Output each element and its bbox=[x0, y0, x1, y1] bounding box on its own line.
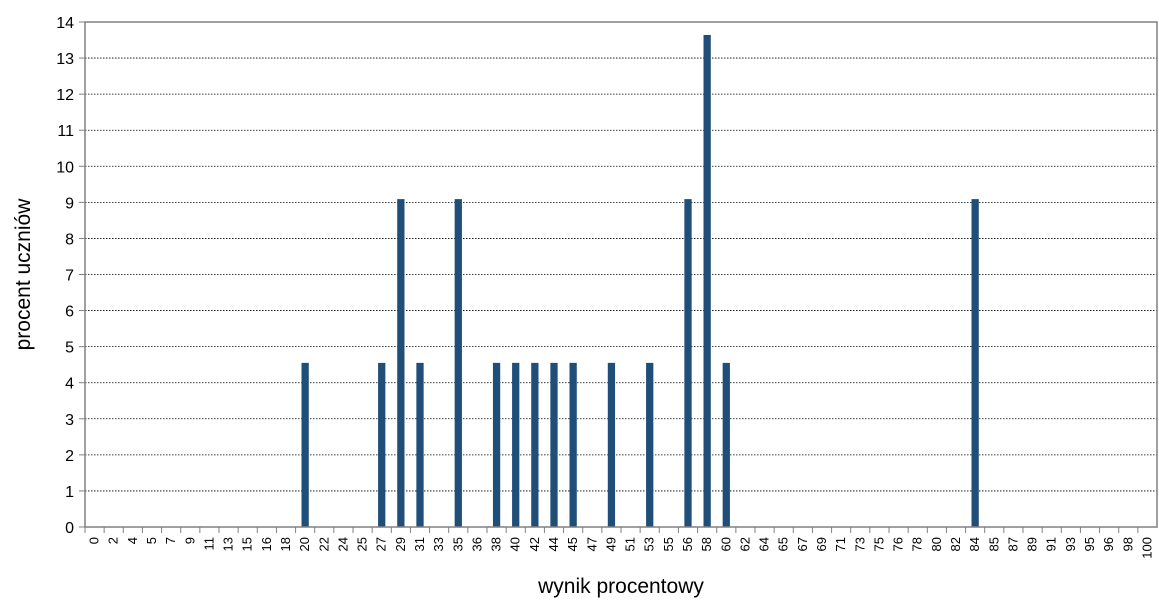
x-tick-label: 71 bbox=[833, 537, 848, 551]
x-tick-label: 51 bbox=[623, 537, 638, 551]
x-tick-label: 24 bbox=[335, 537, 350, 551]
y-tick-label: 13 bbox=[56, 51, 74, 68]
x-tick-label: 62 bbox=[737, 537, 752, 551]
bar-58 bbox=[703, 34, 711, 527]
x-tick-label: 56 bbox=[680, 537, 695, 551]
bar-44 bbox=[550, 362, 558, 527]
x-tick-label: 89 bbox=[1025, 537, 1040, 551]
x-tick-label: 40 bbox=[508, 537, 523, 551]
x-tick-label: 27 bbox=[374, 537, 389, 551]
bar-53 bbox=[646, 362, 654, 527]
x-tick-label: 16 bbox=[259, 537, 274, 551]
bar-31 bbox=[416, 362, 424, 527]
x-tick-label: 96 bbox=[1101, 537, 1116, 551]
grid-lines bbox=[85, 57, 1157, 492]
y-tick-label: 8 bbox=[65, 231, 74, 248]
y-tick-label: 4 bbox=[65, 376, 74, 393]
x-tick-label: 78 bbox=[910, 537, 925, 551]
y-tick-label: 11 bbox=[57, 123, 74, 140]
y-tick-label: 12 bbox=[56, 87, 74, 104]
bar-40 bbox=[512, 362, 520, 527]
x-tick-label: 60 bbox=[718, 537, 733, 551]
bar-42 bbox=[531, 362, 539, 527]
bar-29 bbox=[397, 199, 405, 527]
y-tick-label: 7 bbox=[65, 268, 74, 285]
x-tick-label: 9 bbox=[182, 537, 197, 544]
bars bbox=[301, 34, 979, 527]
x-tick-label: 5 bbox=[144, 537, 159, 544]
x-tick-label: 55 bbox=[661, 537, 676, 551]
x-tick-label: 0 bbox=[87, 537, 102, 544]
bar-38 bbox=[492, 362, 501, 527]
bar-20 bbox=[301, 362, 309, 527]
x-tick-label: 84 bbox=[967, 537, 982, 551]
x-tick-label: 15 bbox=[240, 537, 255, 551]
x-tick-label: 11 bbox=[201, 537, 216, 551]
x-tick-label: 85 bbox=[986, 537, 1001, 551]
x-tick-label: 44 bbox=[546, 537, 561, 551]
x-tick-label: 4 bbox=[125, 537, 140, 544]
x-tick-label: 36 bbox=[469, 537, 484, 551]
x-tick-label: 75 bbox=[871, 537, 886, 551]
x-tick-label: 22 bbox=[316, 537, 331, 551]
bar-35 bbox=[454, 199, 462, 527]
y-tick-label: 2 bbox=[65, 448, 74, 465]
bar-45 bbox=[569, 362, 577, 527]
y-tick-label: 0 bbox=[65, 520, 74, 537]
x-tick-label: 65 bbox=[776, 537, 791, 551]
x-axis-ticks: 0 2 4 5 7 9 11 13 15 16 18 20 22 24 25 27 29 31 33 35 36 38 40… bbox=[84, 527, 1154, 559]
y-tick-label: 3 bbox=[65, 412, 74, 429]
y-tick-label: 1 bbox=[65, 484, 74, 501]
x-tick-label: 2 bbox=[106, 537, 121, 544]
x-tick-label: 7 bbox=[163, 537, 178, 544]
bar-56 bbox=[684, 199, 692, 527]
x-tick-label: 45 bbox=[565, 537, 580, 551]
x-tick-label: 18 bbox=[278, 537, 293, 551]
x-tick-label: 82 bbox=[948, 537, 963, 551]
x-tick-label: 95 bbox=[1082, 537, 1097, 551]
x-tick-label: 98 bbox=[1120, 537, 1135, 551]
x-tick-label: 73 bbox=[852, 537, 867, 551]
x-tick-label: 35 bbox=[450, 537, 465, 551]
x-tick-label: 29 bbox=[393, 537, 408, 551]
x-tick-label: 58 bbox=[699, 537, 714, 551]
x-tick-label: 67 bbox=[795, 537, 810, 551]
x-tick-label: 47 bbox=[584, 537, 599, 551]
y-tick-label: 9 bbox=[65, 195, 74, 212]
bar-27 bbox=[378, 362, 386, 527]
x-tick-label: 42 bbox=[527, 537, 542, 551]
x-tick-label: 25 bbox=[355, 537, 370, 551]
x-tick-label: 13 bbox=[221, 537, 236, 551]
bar-84 bbox=[971, 199, 979, 527]
y-tick-label: 14 bbox=[56, 15, 74, 32]
x-tick-label: 53 bbox=[642, 537, 657, 551]
x-tick-label: 69 bbox=[814, 537, 829, 551]
x-tick-label: 87 bbox=[1005, 537, 1020, 551]
bar-60 bbox=[722, 362, 730, 527]
x-tick-label: 49 bbox=[603, 537, 618, 551]
x-tick-label: 64 bbox=[757, 537, 772, 551]
x-tick-label: 33 bbox=[431, 537, 446, 551]
x-tick-label: 31 bbox=[412, 537, 427, 551]
x-tick-label: 80 bbox=[929, 537, 944, 551]
x-tick-label: 93 bbox=[1063, 537, 1078, 551]
y-tick-label: 5 bbox=[65, 340, 74, 357]
x-tick-label: 100 bbox=[1139, 537, 1154, 559]
x-tick-label: 38 bbox=[489, 537, 504, 551]
y-tick-label: 6 bbox=[65, 304, 74, 321]
y-tick-label: 10 bbox=[56, 159, 74, 176]
bar-49 bbox=[607, 362, 616, 527]
plot-border bbox=[84, 21, 1158, 528]
y-axis-label: procent uczniów bbox=[12, 198, 35, 351]
x-axis-label: wynik procentowy bbox=[537, 575, 704, 598]
x-tick-label: 76 bbox=[891, 537, 906, 551]
x-tick-label: 20 bbox=[297, 537, 312, 551]
x-tick-label: 91 bbox=[1044, 537, 1059, 551]
